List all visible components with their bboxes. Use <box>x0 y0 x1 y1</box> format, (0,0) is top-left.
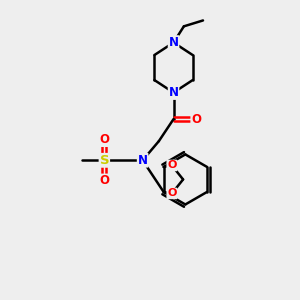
Text: N: N <box>138 154 148 167</box>
Text: N: N <box>169 36 178 49</box>
Text: O: O <box>99 133 110 146</box>
Text: O: O <box>99 174 110 188</box>
Text: S: S <box>100 154 109 167</box>
Text: N: N <box>169 86 178 99</box>
Text: O: O <box>167 160 177 170</box>
Text: O: O <box>191 112 201 126</box>
Text: O: O <box>167 188 177 198</box>
